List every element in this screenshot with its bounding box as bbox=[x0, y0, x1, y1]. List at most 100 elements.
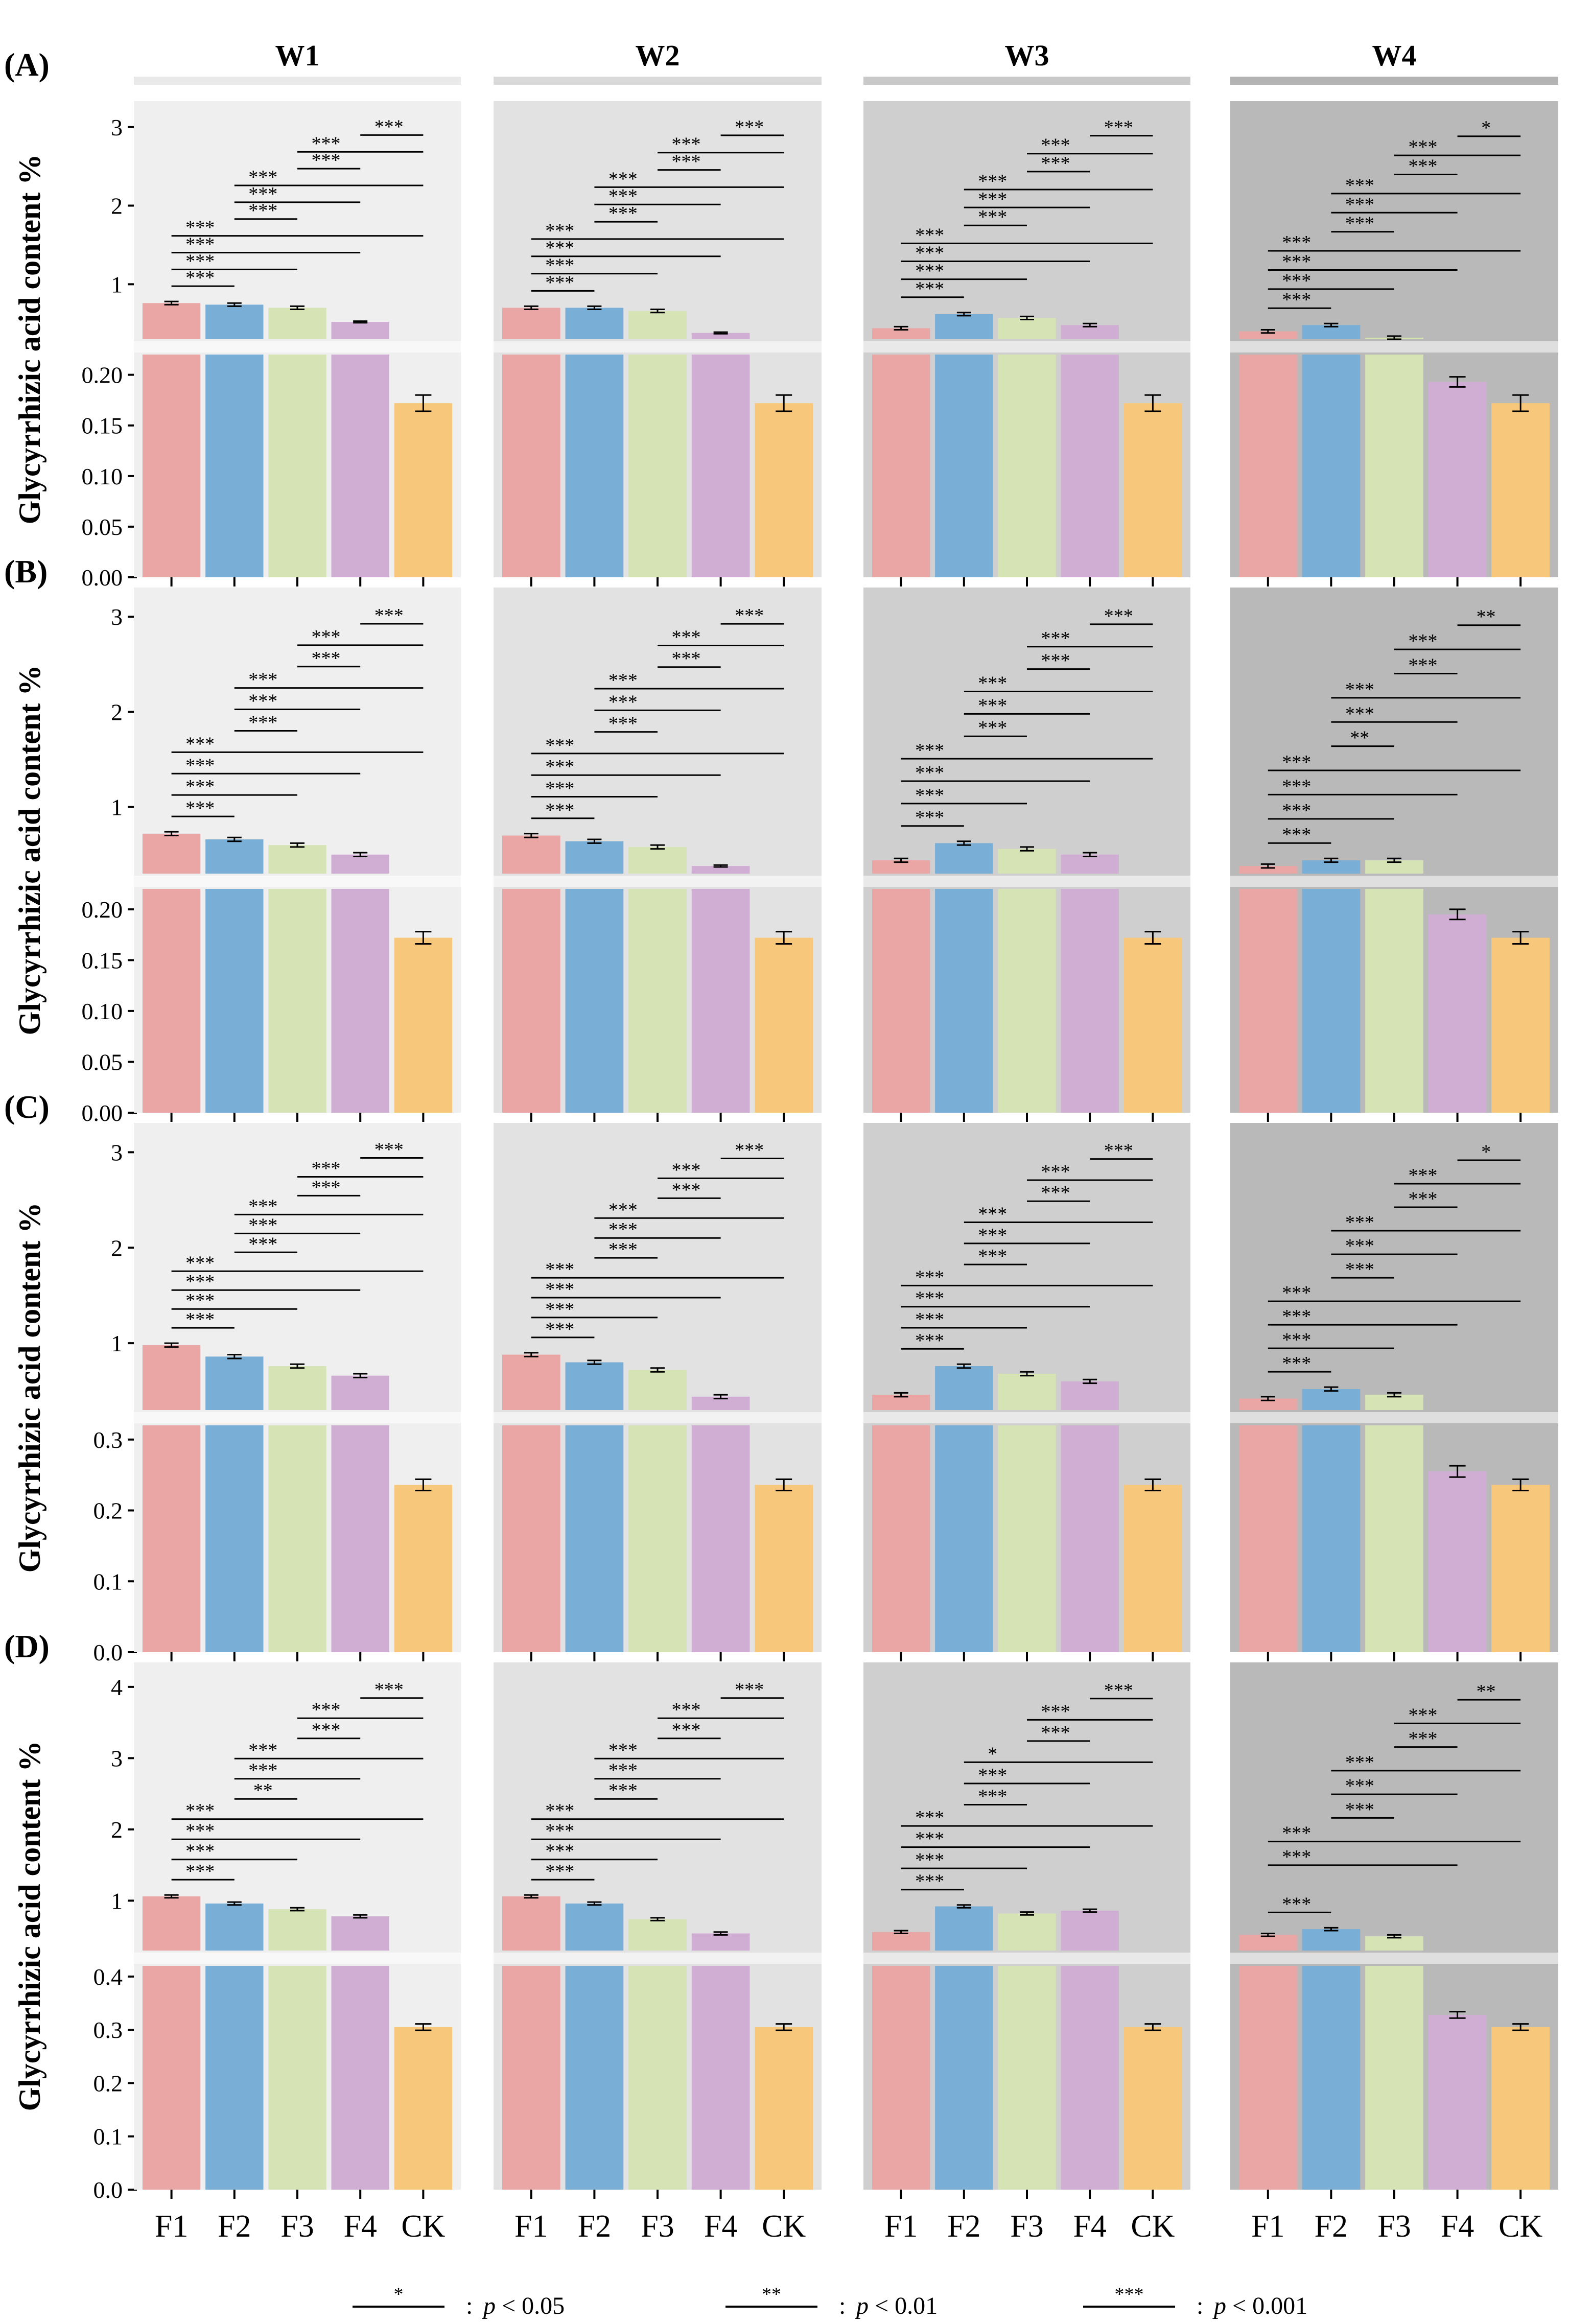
bar-f4 bbox=[331, 854, 389, 874]
bar-f4-lower bbox=[691, 1425, 750, 1652]
bar-f3 bbox=[268, 845, 326, 874]
bar-f4 bbox=[1428, 1471, 1487, 1652]
y-tick-label-upper: 2 bbox=[111, 1235, 123, 1261]
bar-f1 bbox=[502, 1354, 560, 1410]
significance-label: *** bbox=[915, 740, 944, 761]
bar-f2 bbox=[1302, 1389, 1361, 1410]
panel-a-w3: ****************************** bbox=[863, 101, 1190, 586]
x-tick-label: F1 bbox=[884, 2209, 918, 2244]
bar-f1-lower bbox=[502, 355, 560, 577]
significance-label: *** bbox=[915, 1849, 944, 1871]
significance-label: *** bbox=[312, 1158, 341, 1179]
bar-f1 bbox=[142, 303, 201, 339]
significance-label: *** bbox=[1282, 1823, 1311, 1844]
bar-f3 bbox=[998, 1373, 1056, 1410]
x-tick-label: F3 bbox=[641, 2209, 674, 2244]
bar-f1 bbox=[502, 308, 560, 339]
x-tick-label: F3 bbox=[1010, 2209, 1043, 2244]
x-tick-label: F2 bbox=[218, 2209, 251, 2244]
significance-label: *** bbox=[735, 605, 764, 626]
bar-ck bbox=[394, 403, 453, 577]
x-tick-label: F2 bbox=[578, 2209, 611, 2244]
bar-f3-lower bbox=[268, 1966, 326, 2190]
significance-label: *** bbox=[185, 797, 215, 819]
significance-label: *** bbox=[312, 1699, 341, 1721]
panel-a-w2: ****************************** bbox=[494, 101, 822, 586]
significance-label: *** bbox=[1282, 251, 1311, 272]
significance-label: *** bbox=[1345, 1775, 1374, 1797]
significance-label: *** bbox=[978, 1765, 1007, 1786]
panel-d-w1: *****************************F1 F2 F3 F4 CK bbox=[134, 1662, 461, 2244]
significance-label: *** bbox=[1282, 1846, 1311, 1868]
significance-label: *** bbox=[608, 1740, 638, 1761]
significance-label: *** bbox=[672, 626, 701, 648]
panel-c-w2: ****************************** bbox=[494, 1123, 822, 1661]
bar-f4 bbox=[1428, 914, 1487, 1113]
significance-label: *** bbox=[1345, 1259, 1374, 1280]
bar-f1 bbox=[1238, 1398, 1297, 1410]
significance-label: ** bbox=[1350, 727, 1369, 749]
significance-label: *** bbox=[185, 1800, 215, 1822]
significance-label: *** bbox=[1345, 175, 1374, 196]
y-tick-label-lower: 0.3 bbox=[93, 1427, 123, 1453]
significance-label: *** bbox=[608, 1239, 638, 1260]
significance-label: *** bbox=[978, 206, 1007, 228]
significance-label: *** bbox=[545, 735, 574, 756]
significance-label: *** bbox=[1282, 800, 1311, 821]
bar-f4 bbox=[331, 322, 389, 339]
legend-item-1: *: p < 0.05 bbox=[353, 2284, 565, 2319]
bar-f1-lower bbox=[1238, 889, 1297, 1113]
significance-label: *** bbox=[248, 669, 277, 691]
y-tick-label-lower: 0.20 bbox=[82, 897, 123, 923]
significance-label: *** bbox=[915, 1330, 944, 1351]
column-title-w4: W4 bbox=[1372, 39, 1417, 72]
y-tick-label-lower: 0.15 bbox=[82, 947, 123, 973]
x-tick-label: F4 bbox=[343, 2209, 377, 2244]
significance-label: *** bbox=[1409, 1165, 1438, 1186]
bar-ck bbox=[755, 2027, 813, 2190]
x-tick-label: F3 bbox=[280, 2209, 314, 2244]
significance-label: *** bbox=[545, 220, 574, 242]
significance-label: *** bbox=[735, 1139, 764, 1161]
significance-label: *** bbox=[915, 785, 944, 806]
bar-f2-lower bbox=[1302, 889, 1361, 1113]
bar-f2-lower bbox=[565, 889, 624, 1113]
significance-label: *** bbox=[978, 695, 1007, 716]
legend-stars: * bbox=[394, 2284, 404, 2305]
significance-label: *** bbox=[1409, 1188, 1438, 1210]
bar-f2-lower bbox=[1302, 1425, 1361, 1652]
legend-p: p bbox=[855, 2292, 869, 2319]
significance-label: * bbox=[1481, 1141, 1491, 1163]
significance-label: *** bbox=[608, 1760, 638, 1781]
bar-f4-lower bbox=[691, 1966, 750, 2190]
y-axis-title: Glycyrrhizic acid content % bbox=[13, 1741, 46, 2111]
significance-label: *** bbox=[1041, 628, 1070, 649]
bar-f4-lower bbox=[331, 1425, 389, 1652]
significance-label: *** bbox=[1282, 1282, 1311, 1304]
bar-f2 bbox=[205, 839, 264, 874]
bar-f1 bbox=[872, 1932, 930, 1951]
significance-label: *** bbox=[915, 1828, 944, 1850]
significance-label: *** bbox=[312, 1177, 341, 1198]
significance-label: *** bbox=[312, 133, 341, 154]
header-bar-3 bbox=[863, 77, 1190, 85]
bar-f2-lower bbox=[205, 889, 264, 1113]
bar-f2-lower bbox=[205, 355, 264, 577]
significance-label: *** bbox=[185, 1290, 215, 1311]
panel-row-a: (A) Glycyrrhizic acid content % 1 2 3 0.00 0.0… bbox=[4, 46, 1558, 591]
bar-f4 bbox=[1428, 382, 1487, 577]
significance-label: *** bbox=[1282, 232, 1311, 253]
significance-label: *** bbox=[672, 648, 701, 670]
bar-f3 bbox=[998, 849, 1056, 874]
significance-label: *** bbox=[608, 713, 638, 735]
panel-row-b: (B) Glycyrrhizic acid content % 1 2 3 0.00 0.0… bbox=[4, 553, 1558, 1126]
significance-label: *** bbox=[915, 1266, 944, 1288]
bar-ck bbox=[1123, 403, 1182, 577]
panel-d-w3: ****************************F1 F2 F3 F4 CK bbox=[863, 1662, 1190, 2244]
bar-f1-lower bbox=[142, 355, 201, 577]
bar-f1 bbox=[142, 833, 201, 874]
axis-break-gap bbox=[494, 341, 822, 353]
bar-f4-lower bbox=[331, 1966, 389, 2190]
panel-c-w3: ****************************** bbox=[863, 1123, 1190, 1661]
legend-threshold: < 0.001 bbox=[1232, 2292, 1307, 2319]
